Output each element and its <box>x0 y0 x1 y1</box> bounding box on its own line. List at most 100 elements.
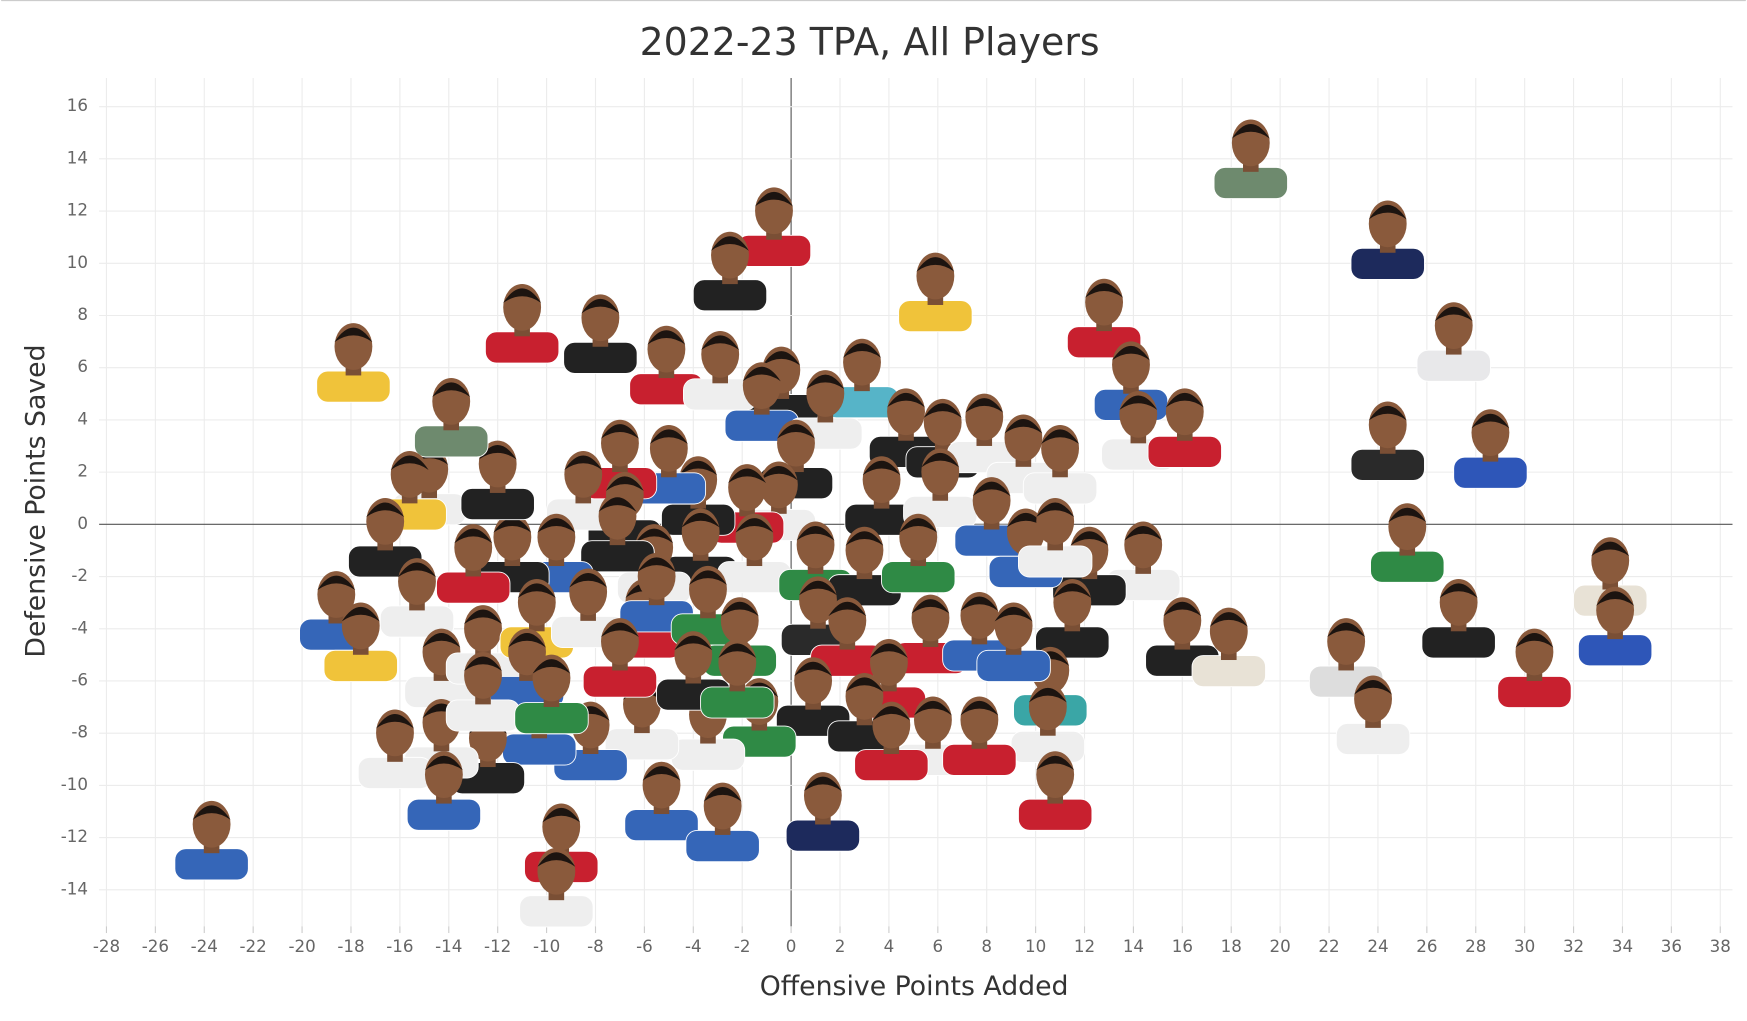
hair <box>921 452 960 468</box>
player-point <box>460 440 535 521</box>
x-tick-label: 0 <box>786 936 797 956</box>
x-tick-label: -16 <box>386 936 413 956</box>
x-tick-label: 14 <box>1123 936 1144 956</box>
jersey <box>519 895 594 928</box>
player-point <box>854 701 929 782</box>
x-tick-label: 30 <box>1514 936 1535 956</box>
hair <box>478 445 517 460</box>
player-point <box>683 330 758 411</box>
player-point <box>624 761 699 842</box>
jersey <box>881 561 956 594</box>
player-point <box>785 772 861 852</box>
player-point <box>372 451 447 531</box>
hair <box>1028 687 1067 703</box>
hair <box>735 518 774 533</box>
jersey <box>785 819 861 852</box>
hair <box>1036 502 1075 517</box>
jersey <box>357 756 433 789</box>
hair <box>845 531 884 546</box>
hair <box>1004 418 1043 434</box>
jersey <box>1147 435 1222 468</box>
hair <box>1591 541 1630 557</box>
y-tick-label: 4 <box>77 408 88 428</box>
player-point <box>1191 607 1266 688</box>
hair <box>647 330 686 345</box>
player-point <box>692 231 768 312</box>
jersey <box>1213 166 1288 200</box>
x-tick-label: -8 <box>587 936 604 956</box>
hair <box>796 525 835 541</box>
jersey <box>174 848 249 881</box>
y-tick-label: -8 <box>71 722 88 742</box>
hair <box>642 766 681 781</box>
hair <box>1515 633 1554 648</box>
hair <box>1053 583 1092 598</box>
hair <box>605 476 644 491</box>
x-tick-label: -18 <box>337 936 364 956</box>
player-point <box>1017 498 1093 578</box>
x-tick-label: 34 <box>1612 936 1633 956</box>
y-tick-label: 2 <box>77 461 88 481</box>
jersey <box>1017 798 1093 831</box>
hair <box>581 298 620 314</box>
player-point <box>881 513 956 594</box>
jersey <box>854 749 929 782</box>
hair <box>422 633 461 648</box>
hair <box>994 606 1033 622</box>
hair <box>1471 413 1510 429</box>
player-point <box>700 639 775 719</box>
neck <box>1482 450 1499 462</box>
player-point <box>1010 683 1086 763</box>
hair <box>689 570 727 585</box>
x-tick-label: -14 <box>435 936 462 956</box>
player-point <box>942 696 1017 776</box>
x-tick-label: -4 <box>685 936 702 956</box>
hair <box>454 528 493 544</box>
hair <box>1368 204 1407 220</box>
x-tick-label: 32 <box>1563 936 1584 956</box>
jersey <box>898 300 973 333</box>
player-point <box>1147 388 1222 468</box>
neck <box>661 466 677 478</box>
hair <box>464 656 502 671</box>
jersey <box>1350 448 1425 481</box>
hair <box>1112 345 1150 361</box>
hair <box>1041 429 1080 444</box>
y-axis-label: Defensive Points Saved <box>20 344 51 657</box>
hair <box>601 622 639 638</box>
jersey <box>1017 545 1093 578</box>
player-point <box>736 187 812 267</box>
player-point <box>1577 586 1653 667</box>
neck <box>548 889 565 901</box>
jersey <box>685 830 760 863</box>
hair <box>1085 283 1124 298</box>
x-tick-label: -12 <box>484 936 511 956</box>
neck <box>1123 382 1139 394</box>
y-tick-label: 6 <box>77 356 88 376</box>
jersey <box>1191 655 1266 688</box>
y-tick-label: -10 <box>61 774 88 794</box>
x-tick-label: -2 <box>734 936 751 956</box>
hair <box>1327 622 1366 638</box>
player-point <box>1421 578 1496 659</box>
hair <box>649 429 688 444</box>
hair <box>341 606 380 622</box>
neck <box>1176 429 1193 441</box>
jersey <box>445 699 521 732</box>
x-tick-label: 2 <box>835 936 846 956</box>
player-point <box>414 377 489 458</box>
neck <box>771 502 787 514</box>
neck <box>377 539 394 551</box>
hair <box>317 575 356 591</box>
hair <box>703 787 742 802</box>
x-tick-label: -22 <box>240 936 267 956</box>
hair <box>759 465 798 481</box>
jersey <box>700 686 775 719</box>
neck <box>548 554 565 567</box>
jersey <box>1577 634 1653 667</box>
player-point <box>323 602 398 682</box>
hair <box>432 382 471 397</box>
hair <box>1036 755 1075 771</box>
x-tick-label: 36 <box>1661 936 1682 956</box>
